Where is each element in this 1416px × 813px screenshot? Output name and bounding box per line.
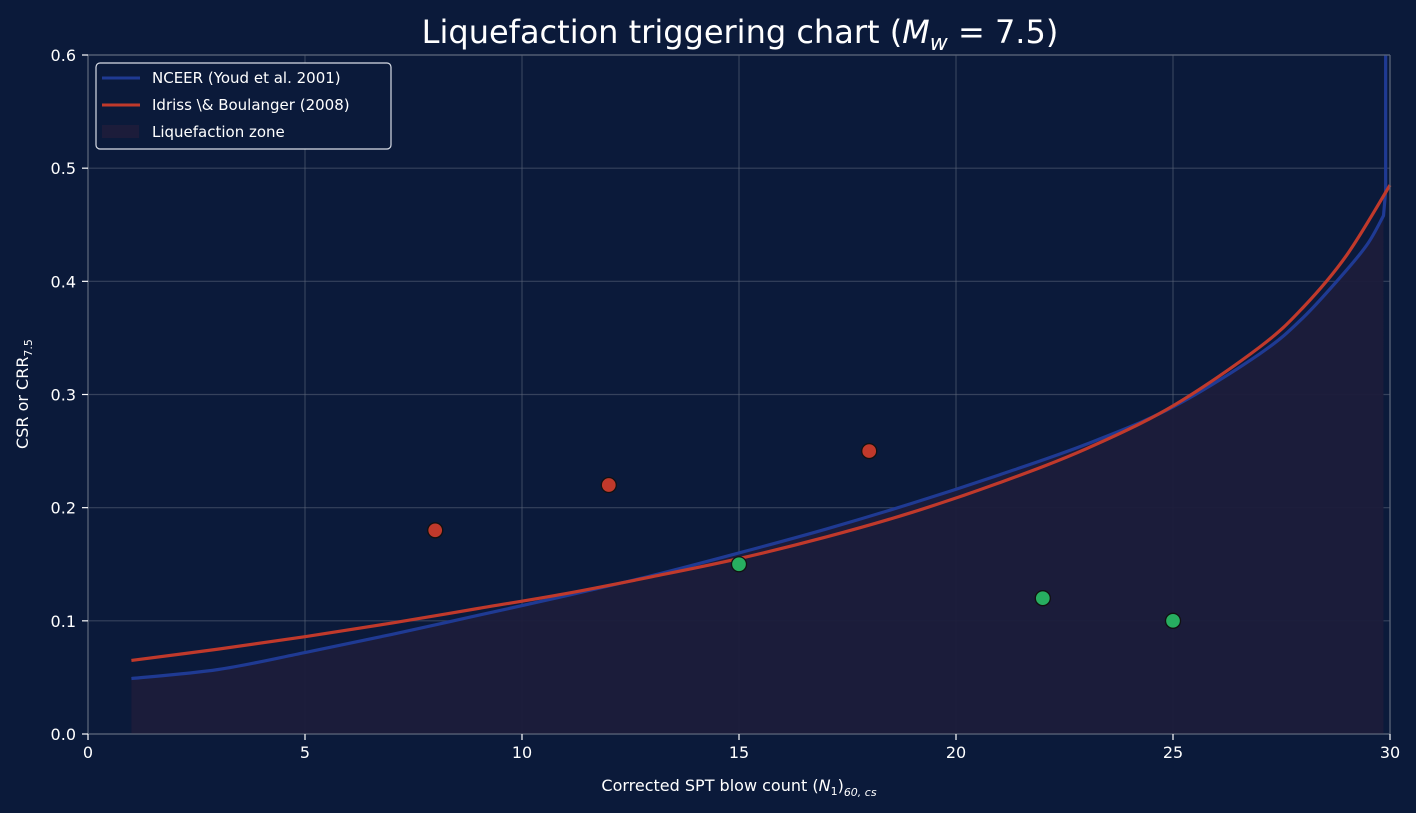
x-tick-label: 10 xyxy=(512,743,532,762)
y-tick-label: 0.2 xyxy=(51,499,76,518)
liquefaction-zone-layer xyxy=(131,215,1384,734)
non-liquefied-case-point xyxy=(730,556,748,573)
liquefied-case-point xyxy=(600,476,617,494)
y-tick-label: 0.1 xyxy=(51,612,76,631)
liquefied-case-point xyxy=(861,442,878,460)
x-tick-label: 20 xyxy=(946,743,966,762)
nceer-curve xyxy=(131,55,1388,681)
x-tick-label: 15 xyxy=(729,743,749,762)
x-tick-label: 25 xyxy=(1163,743,1183,762)
case-points-layer xyxy=(427,442,1182,629)
y-tick-label: 0.6 xyxy=(51,46,76,65)
legend-swatch-liquefaction-zone xyxy=(102,125,139,138)
liquefaction-zone-area xyxy=(131,215,1384,734)
y-tick-label: 0.5 xyxy=(51,159,76,178)
legend-box xyxy=(95,62,392,150)
legend-label-liquefaction-zone: Liquefaction zone xyxy=(152,123,285,141)
x-tick-label: 5 xyxy=(300,743,310,762)
chart-title: Liquefaction triggering chart (Mw = 7.5) xyxy=(422,13,1059,56)
non-liquefied-case-point xyxy=(1164,612,1182,629)
y-tick-label: 0.4 xyxy=(51,272,76,291)
y-tick-label: 0.0 xyxy=(51,725,76,744)
curve-layer xyxy=(131,55,1392,681)
ticks: 0 5 10 15 20 25 30 0.0 0.1 0.2 0.3 0.4 0.5 0.6 xyxy=(51,46,1401,762)
liquefied-case-point xyxy=(427,522,444,539)
idriss-boulanger-curve xyxy=(131,184,1392,663)
x-axis-label: Corrected SPT blow count (N1)60, cs xyxy=(601,776,876,799)
legend: NCEER (Youd et al. 2001) Idriss \& Boula… xyxy=(95,62,392,150)
legend-label-idriss-boulanger: Idriss \& Boulanger (2008) xyxy=(152,96,350,114)
x-tick-label: 30 xyxy=(1380,743,1400,762)
y-axis-label: CSR or CRR7.5 xyxy=(13,339,35,449)
x-tick-label: 0 xyxy=(83,743,93,762)
y-tick-label: 0.3 xyxy=(51,386,76,405)
non-liquefied-case-point xyxy=(1034,590,1051,607)
legend-label-nceer: NCEER (Youd et al. 2001) xyxy=(152,69,341,87)
